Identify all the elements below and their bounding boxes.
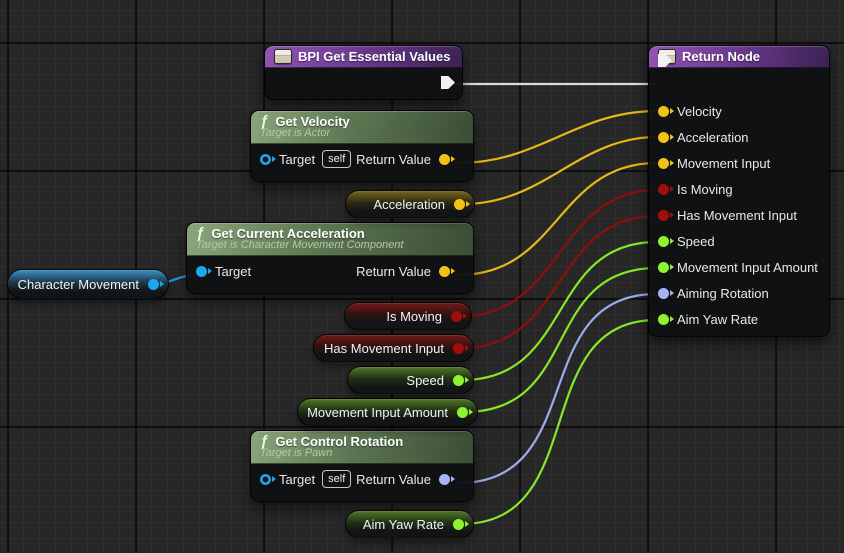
node-subtitle: Target is Pawn [260, 447, 333, 459]
variable-label: Is Moving [386, 308, 442, 324]
return-pin-row: Velocity [649, 98, 829, 124]
node-title: Get Current Acceleration [211, 226, 365, 241]
input-pin-is-moving[interactable] [658, 183, 674, 195]
target-input-pin[interactable] [260, 473, 276, 485]
return-value-label: Return Value [356, 151, 431, 167]
pin-label: Velocity [677, 103, 722, 119]
pin-label: Movement Input [677, 155, 771, 171]
output-pin[interactable] [453, 342, 469, 354]
node-bpi-get-essential-values[interactable]: BPI Get Essential Values [264, 45, 463, 100]
variable-node-aim-yaw-rate[interactable]: Aim Yaw Rate [345, 510, 474, 538]
target-label: Target [279, 471, 316, 487]
input-pin-velocity[interactable] [658, 105, 674, 117]
wire-movement-input-amount [463, 266, 658, 414]
node-return[interactable]: Return Node Velocity Acceleration Moveme… [648, 45, 830, 337]
node-title: BPI Get Essential Values [298, 49, 451, 64]
interface-event-icon [274, 49, 292, 64]
node-header[interactable]: BPI Get Essential Values [265, 46, 462, 68]
return-value-pin[interactable] [439, 473, 455, 485]
variable-node-is-moving[interactable]: Is Moving [344, 302, 472, 330]
output-pin[interactable] [453, 374, 469, 386]
variable-label: Has Movement Input [324, 340, 444, 356]
input-pin-has-movement-input[interactable] [658, 209, 674, 221]
output-pin[interactable] [457, 406, 473, 418]
node-subtitle: Target is Actor [260, 127, 331, 139]
variable-label: Speed [406, 372, 444, 388]
return-pin-row: Speed [649, 228, 829, 254]
variable-node-acceleration[interactable]: Acceleration [345, 190, 475, 218]
wire-aiming-rotation [457, 292, 658, 485]
node-header[interactable]: ƒ Get Velocity Target is Actor [251, 111, 473, 144]
variable-label: Movement Input Amount [307, 404, 448, 420]
variable-node-has-movement-input[interactable]: Has Movement Input [313, 334, 474, 362]
node-subtitle: Target is Character Movement Component [196, 239, 404, 251]
target-input-pin[interactable] [196, 265, 212, 277]
self-default-value[interactable]: self [322, 150, 352, 168]
variable-node-speed[interactable]: Speed [347, 366, 474, 394]
wire-acceleration [462, 135, 658, 206]
output-pin[interactable] [453, 518, 469, 530]
return-pin-row: Aim Yaw Rate [649, 306, 829, 332]
function-icon: ƒ [260, 432, 269, 450]
node-header[interactable]: ƒ Get Control Rotation Target is Pawn [251, 431, 473, 464]
input-pin-aim-yaw-rate[interactable] [658, 313, 674, 325]
target-label: Target [279, 151, 316, 167]
pin-label: Is Moving [677, 181, 733, 197]
variable-label: Acceleration [373, 196, 445, 212]
output-pin[interactable] [148, 278, 164, 290]
return-value-pin[interactable] [439, 265, 455, 277]
wire-movement-input [457, 161, 658, 277]
input-pin-movement-input-amount[interactable] [658, 261, 674, 273]
return-value-pin[interactable] [439, 153, 455, 165]
return-pin-row: Has Movement Input [649, 202, 829, 228]
node-title: Get Control Rotation [275, 434, 404, 449]
variable-node-character-movement[interactable]: Character Movement [7, 269, 169, 299]
return-value-label: Return Value [356, 471, 431, 487]
function-icon: ƒ [196, 224, 205, 242]
target-label: Target [215, 263, 252, 279]
node-get-current-acceleration[interactable]: ƒ Get Current Acceleration Target is Cha… [186, 222, 474, 294]
return-pin-row: Aiming Rotation [649, 280, 829, 306]
function-icon: ƒ [260, 112, 269, 130]
wire-aim-yaw-rate [460, 318, 658, 526]
pin-label: Movement Input Amount [677, 259, 818, 275]
node-title: Get Velocity [275, 114, 350, 129]
pin-label: Speed [677, 233, 715, 249]
input-pin-speed[interactable] [658, 235, 674, 247]
pin-label: Has Movement Input [677, 207, 797, 223]
input-pin-aiming-rotation[interactable] [658, 287, 674, 299]
node-get-control-rotation[interactable]: ƒ Get Control Rotation Target is Pawn Ta… [250, 430, 474, 502]
wire-is-moving [460, 188, 658, 318]
variable-node-movement-input-amount[interactable]: Movement Input Amount [297, 398, 478, 426]
target-input-pin[interactable] [260, 153, 276, 165]
return-pin-row: Acceleration [649, 124, 829, 150]
wire-speed [461, 240, 658, 382]
output-pin[interactable] [451, 310, 467, 322]
variable-label: Character Movement [17, 276, 139, 292]
node-header[interactable]: Return Node [649, 46, 829, 68]
node-header[interactable]: ƒ Get Current Acceleration Target is Cha… [187, 223, 473, 256]
input-pin-movement-input[interactable] [658, 157, 674, 169]
output-pin[interactable] [454, 198, 470, 210]
return-pin-row: Movement Input [649, 150, 829, 176]
return-pin-row: Is Moving [649, 176, 829, 202]
self-default-value[interactable]: self [322, 470, 352, 488]
return-pin-row: Movement Input Amount [649, 254, 829, 280]
input-pin-acceleration[interactable] [658, 131, 674, 143]
exec-output-pin[interactable] [441, 76, 455, 89]
wire-velocity [457, 109, 658, 165]
wire-has-movement-input [460, 214, 658, 350]
node-title: Return Node [682, 49, 760, 64]
variable-label: Aim Yaw Rate [362, 516, 444, 532]
pin-label: Acceleration [677, 129, 749, 145]
exec-input-pin[interactable] [658, 54, 672, 67]
pin-label: Aiming Rotation [677, 285, 769, 301]
return-value-label: Return Value [356, 263, 431, 279]
node-get-velocity[interactable]: ƒ Get Velocity Target is Actor Target se… [250, 110, 474, 182]
pin-label: Aim Yaw Rate [677, 311, 759, 327]
